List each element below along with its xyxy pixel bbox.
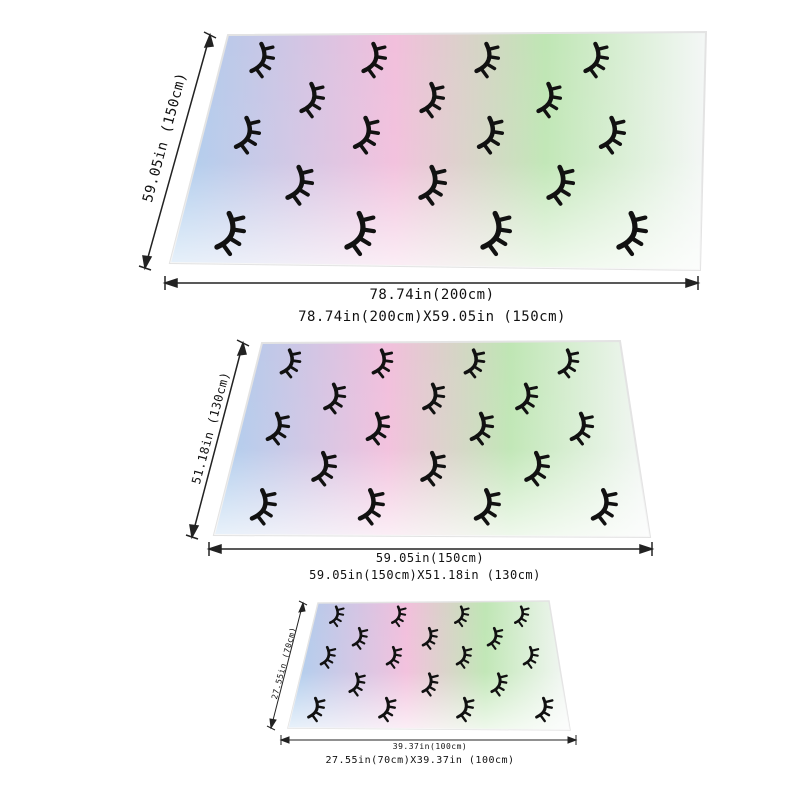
width-dimension-line [279, 735, 578, 745]
height-dimension-line [266, 600, 308, 731]
size-caption: 78.74in(200cm)X59.05in (150cm) [298, 309, 566, 325]
width-dimension-line [206, 542, 655, 556]
width-dimension-line [162, 276, 701, 290]
blanket-large-panel: 59.05in (150cm) 78.74in(200cm) 78.74in(2… [0, 0, 800, 335]
size-caption: 27.55in(70cm)X39.37in (100cm) [325, 755, 515, 766]
blanket-small-illustration [266, 600, 578, 745]
blanket-medium-panel: 51.18in (130cm) 59.05in(150cm) 59.05in(1… [0, 335, 800, 595]
width-label: 78.74in(200cm) [369, 287, 495, 303]
blanket-small-panel: 27.55in (70cm) 39.37in(100cm) 27.55in(70… [0, 595, 800, 800]
height-dimension-line [185, 339, 250, 540]
blanket-large-illustration [138, 30, 708, 290]
height-dimension-line [138, 31, 217, 271]
size-caption: 59.05in(150cm)X51.18in (130cm) [309, 568, 541, 582]
blanket-medium-illustration [185, 339, 655, 556]
width-label: 59.05in(150cm) [375, 551, 485, 565]
width-label: 39.37in(100cm) [392, 742, 468, 751]
